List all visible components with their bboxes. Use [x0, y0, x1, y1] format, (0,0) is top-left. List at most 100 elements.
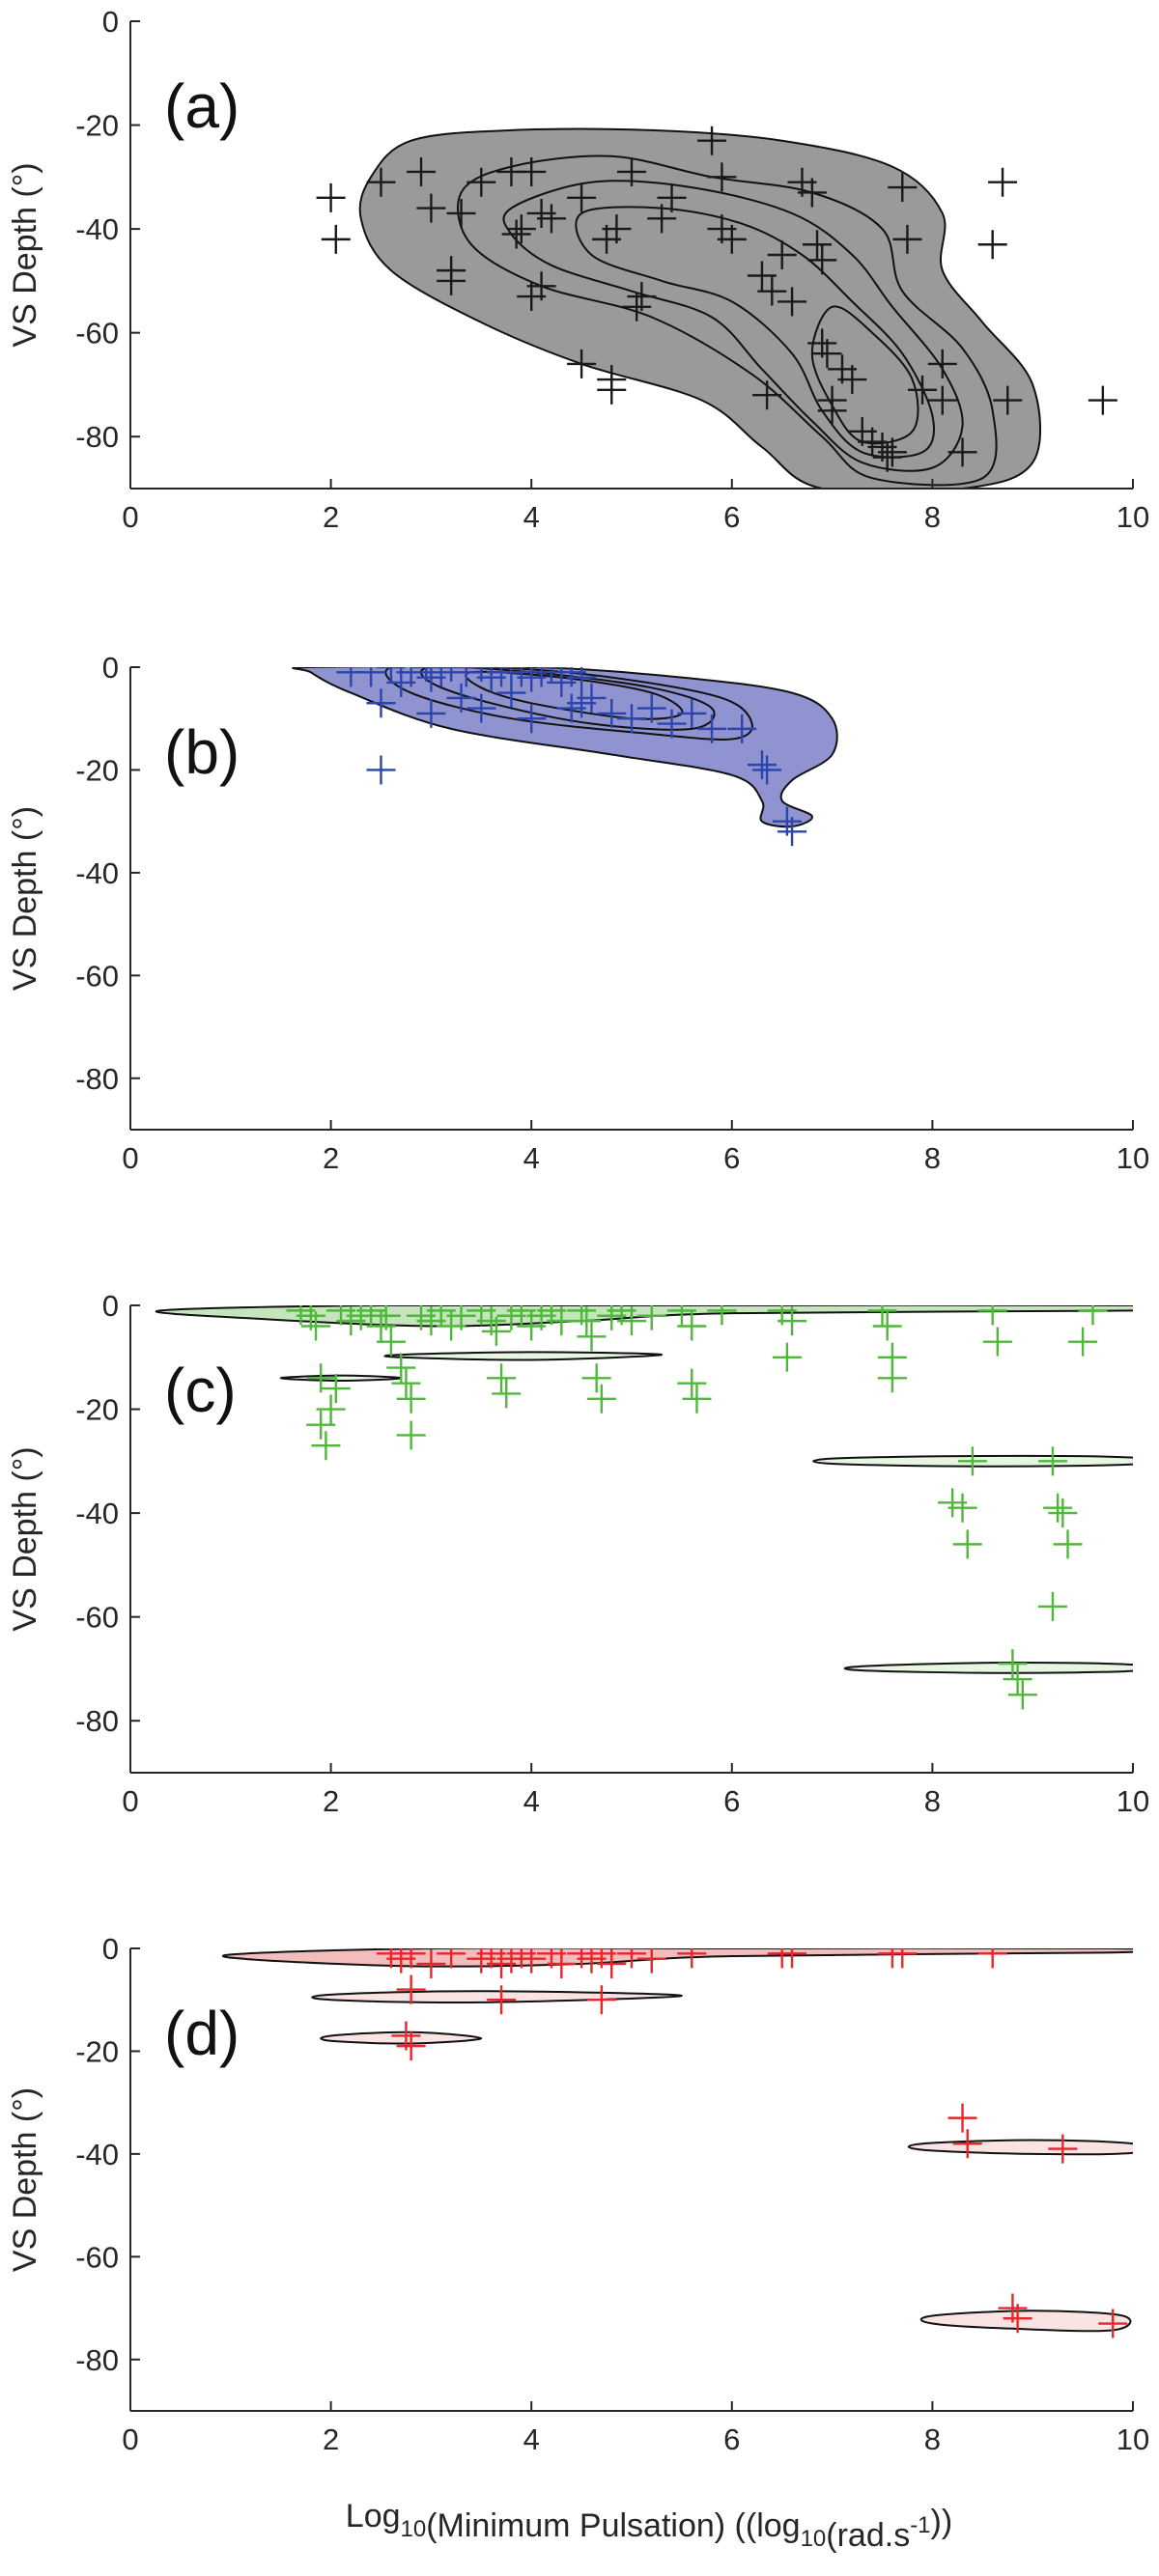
y-tick-label: -40: [75, 2138, 119, 2171]
data-point-42: [446, 683, 476, 713]
data-point-17: [526, 271, 556, 301]
data-point-3: [376, 667, 406, 682]
data-point-31: [677, 698, 707, 728]
data-point-40: [567, 688, 597, 718]
x-tick-label: 0: [122, 1784, 138, 1818]
data-point-41: [807, 245, 837, 275]
density-contours: [292, 667, 838, 828]
density-contours: [155, 1305, 1133, 1674]
data-point-24: [888, 1948, 918, 1969]
data-point-28: [657, 182, 687, 212]
contour-level-5: [843, 1661, 1133, 1674]
panel-label: (a): [164, 71, 240, 141]
data-point-64: [1007, 1680, 1037, 1710]
data-point-17: [536, 667, 566, 682]
data-point-18: [396, 1384, 426, 1414]
data-point-56: [877, 1363, 907, 1393]
data-points: [316, 126, 1117, 472]
panel-label: (d): [164, 1999, 240, 2068]
data-point-7: [437, 266, 466, 295]
data-point-22: [426, 1305, 456, 1326]
data-point-59: [952, 1529, 982, 1559]
data-point-53: [867, 1305, 897, 1326]
data-point-3: [301, 1311, 331, 1341]
data-point-5: [437, 1948, 466, 1969]
x-tick-label: 0: [122, 500, 138, 534]
data-point-67: [1048, 1498, 1078, 1528]
data-point-69: [1068, 1327, 1098, 1357]
data-point-58: [947, 437, 977, 467]
data-point-11: [501, 219, 531, 249]
data-point-4: [306, 1363, 336, 1393]
data-point-34: [747, 750, 777, 780]
data-point-40: [803, 230, 833, 260]
density-contours: [222, 1948, 1133, 2333]
data-point-27: [597, 698, 627, 728]
data-point-49: [707, 1305, 737, 1326]
data-point-35: [752, 755, 782, 785]
data-point-51: [772, 1342, 802, 1372]
data-point-32: [697, 714, 727, 743]
data-point-72: [1037, 1446, 1067, 1476]
data-point-12: [356, 1305, 386, 1326]
x-tick-label: 4: [523, 2422, 540, 2456]
data-point-56: [927, 385, 957, 415]
data-point-54: [892, 224, 922, 254]
x-tick-label: 8: [924, 2422, 941, 2456]
x-tick-label: 6: [723, 1784, 740, 1818]
data-point-19: [636, 1948, 666, 1974]
data-point-60: [988, 167, 1018, 197]
data-point-58: [947, 1493, 977, 1523]
data-point-30: [586, 1985, 616, 2015]
data-point-29: [492, 1379, 522, 1409]
data-point-23: [466, 693, 496, 723]
data-point-8: [321, 1374, 351, 1404]
data-point-2: [321, 224, 351, 254]
y-tick-label: -20: [75, 1393, 119, 1427]
contour-level-3: [502, 180, 964, 472]
data-point-8: [437, 667, 466, 682]
data-point-22: [777, 1948, 807, 1969]
data-point-47: [677, 1368, 707, 1398]
data-point-36: [366, 755, 396, 785]
data-point-35: [1003, 2304, 1032, 2334]
y-axis-label: VS Depth (°): [7, 806, 43, 991]
y-tick-label: 0: [102, 1932, 119, 1966]
x-tick-label: 4: [523, 500, 540, 534]
y-tick-label: -80: [75, 1704, 119, 1738]
data-point-4: [416, 1948, 446, 1978]
contour-level-1: [292, 667, 838, 828]
data-point-19: [396, 1420, 426, 1450]
y-tick-label: -40: [75, 856, 119, 890]
x-tick-label: 8: [924, 1784, 941, 1818]
contour-level-4: [907, 2139, 1133, 2156]
data-point-44: [636, 1305, 666, 1330]
x-tick-label: 10: [1117, 1141, 1149, 1175]
data-point-31: [947, 2103, 977, 2133]
data-point-28: [396, 2031, 426, 2061]
panel-label: (c): [164, 1356, 237, 1425]
data-point-36: [767, 240, 797, 269]
y-tick-label: -60: [75, 317, 119, 350]
x-tick-label: 6: [723, 2422, 740, 2456]
x-tick-label: 2: [323, 500, 339, 534]
data-point-3: [396, 1948, 426, 1969]
data-point-33: [747, 261, 777, 291]
x-tick-label: 10: [1117, 2422, 1149, 2456]
data-points: [286, 1305, 1108, 1710]
data-point-52: [877, 437, 907, 467]
x-tick-label: 2: [323, 2422, 339, 2456]
data-point-29: [636, 693, 666, 723]
y-tick-label: -60: [75, 2240, 119, 2274]
data-point-9: [451, 667, 481, 687]
data-point-59: [977, 230, 1007, 260]
data-point-54: [872, 1311, 902, 1341]
data-point-62: [1088, 385, 1117, 415]
data-point-30: [657, 709, 687, 739]
contour-level-2: [383, 1351, 664, 1361]
y-tick-label: -40: [75, 212, 119, 246]
data-point-23: [602, 214, 632, 244]
data-point-51: [872, 442, 902, 472]
data-point-2: [356, 667, 386, 687]
y-tick-label: 0: [102, 1289, 119, 1323]
